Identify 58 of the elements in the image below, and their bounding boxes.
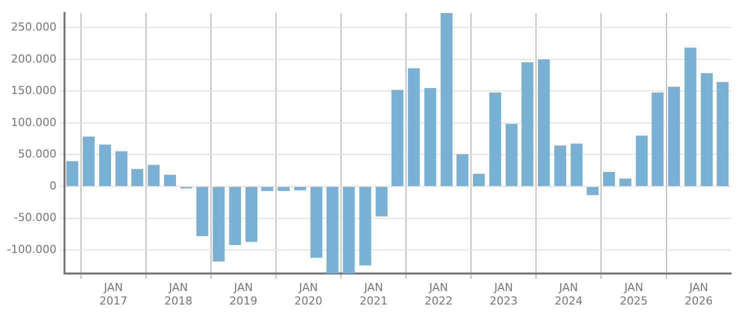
x-tick-label: JAN 2025 <box>620 281 648 308</box>
bar <box>131 169 144 186</box>
bar <box>294 187 306 190</box>
y-tick-label: -50.000 <box>14 211 56 224</box>
bar <box>66 161 78 186</box>
bar <box>376 187 388 216</box>
bar <box>506 124 518 186</box>
bar <box>229 187 241 245</box>
bar <box>554 146 566 186</box>
x-tick-label: JAN 2021 <box>360 281 388 308</box>
bar <box>99 144 111 186</box>
x-tick-label: JAN 2020 <box>294 281 322 308</box>
bar <box>522 62 534 186</box>
x-tick-label: JAN 2018 <box>164 281 192 308</box>
bar <box>148 164 160 186</box>
y-tick-label: 50.000 <box>18 148 56 161</box>
bar <box>619 178 632 186</box>
bar <box>700 73 713 186</box>
bar <box>586 187 599 196</box>
bar <box>82 136 95 186</box>
bar <box>245 187 258 242</box>
bar <box>489 92 502 186</box>
bar <box>392 90 404 186</box>
x-tick-label: JAN 2023 <box>490 281 518 308</box>
bar <box>456 154 468 186</box>
bar <box>716 82 729 186</box>
bar <box>684 48 696 186</box>
bar <box>164 174 176 186</box>
bar <box>538 59 550 186</box>
y-tick-label: 100.000 <box>10 116 56 129</box>
bar <box>261 187 274 191</box>
y-tick-label: 200.000 <box>10 52 56 66</box>
bar <box>310 187 322 258</box>
y-tick-label: -100.000 <box>6 242 56 256</box>
y-tick-label: 150.000 <box>10 84 56 98</box>
bar <box>278 187 290 191</box>
x-tick-label: JAN 2019 <box>229 281 258 308</box>
bar <box>359 187 372 266</box>
bar <box>196 187 208 236</box>
bar <box>212 187 225 262</box>
bar <box>440 13 453 186</box>
x-tick-label: JAN 2022 <box>424 281 453 308</box>
bar <box>570 144 583 186</box>
bar <box>472 174 485 186</box>
y-tick-label: 0 <box>49 179 56 192</box>
bar <box>668 86 680 186</box>
bar <box>652 92 664 186</box>
y-tick-label: 250.000 <box>10 20 56 34</box>
bar <box>116 151 128 186</box>
x-tick-label: JAN 2024 <box>554 281 583 308</box>
x-tick-label: JAN 2017 <box>99 281 128 308</box>
x-tick-label: JAN 2026 <box>684 281 713 308</box>
bar <box>342 187 355 274</box>
bar <box>424 88 436 186</box>
bar <box>326 187 338 274</box>
bar <box>603 172 615 186</box>
bar <box>636 136 648 186</box>
bar <box>408 68 420 186</box>
